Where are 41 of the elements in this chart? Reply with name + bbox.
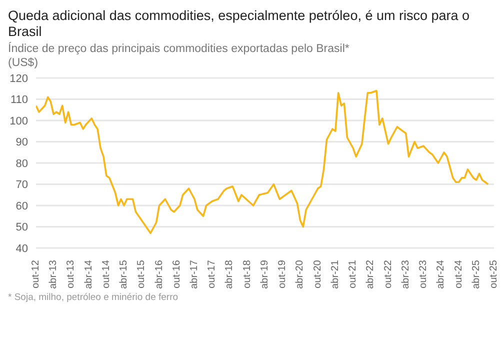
chart-subtitle: Índice de preço das principais commodities exportadas pelo Brasil* xyxy=(8,42,350,56)
x-tick-label: out-13 xyxy=(66,260,77,288)
x-tick-label: out-16 xyxy=(171,260,182,288)
x-tick-label: out-23 xyxy=(418,260,429,288)
y-tick-label: 110 xyxy=(10,94,28,106)
x-tick-label: out-24 xyxy=(453,260,464,288)
x-tick-label: abr-14 xyxy=(83,260,94,289)
y-tick-label: 50 xyxy=(16,222,28,234)
x-tick-label: abr-13 xyxy=(48,260,60,289)
x-tick-label: out-22 xyxy=(382,260,394,288)
x-tick-label: abr-20 xyxy=(294,260,306,289)
x-tick-label: abr-22 xyxy=(365,260,376,289)
y-tick-label: 100 xyxy=(10,115,28,128)
x-tick-label: abr-15 xyxy=(118,260,130,289)
y-tick-label: 80 xyxy=(16,158,28,170)
x-tick-label: abr-18 xyxy=(224,260,236,289)
chart-title: Queda adicional das commodities, especialmente petróleo, é um risco para o Brasil xyxy=(8,8,470,40)
x-tick-label: out-12 xyxy=(30,260,42,288)
x-tick-label: out-25 xyxy=(488,260,500,288)
x-tick-label: out-14 xyxy=(100,260,112,288)
y-tick-label: 40 xyxy=(16,242,28,255)
text: * Soja, milho, petróleo e minério de ferro xyxy=(8,292,180,304)
x-tick-label: abr-21 xyxy=(330,260,341,289)
y-tick-label: 120 xyxy=(10,72,28,85)
x-tick-label: abr-23 xyxy=(400,260,412,289)
x-tick-label: out-19 xyxy=(277,260,288,288)
x-tick-label: abr-16 xyxy=(154,260,165,289)
x-tick-label: abr-19 xyxy=(259,260,270,289)
x-tick-label: out-21 xyxy=(348,260,359,288)
x-tick-label: out-18 xyxy=(242,260,253,288)
x-tick-label: abr-25 xyxy=(470,260,482,289)
y-tick-label: 60 xyxy=(16,200,28,212)
y-axis-title: (US$) xyxy=(8,56,40,70)
line-series xyxy=(36,90,490,234)
x-tick-label: abr-24 xyxy=(436,260,447,289)
y-tick-label: 70 xyxy=(16,179,28,192)
x-tick-label: abr-17 xyxy=(188,260,200,289)
y-tick-label: 90 xyxy=(16,136,28,149)
x-tick-label: out-15 xyxy=(136,260,148,288)
x-tick-label: out-17 xyxy=(206,260,218,288)
x-tick-label: out-20 xyxy=(312,260,324,288)
